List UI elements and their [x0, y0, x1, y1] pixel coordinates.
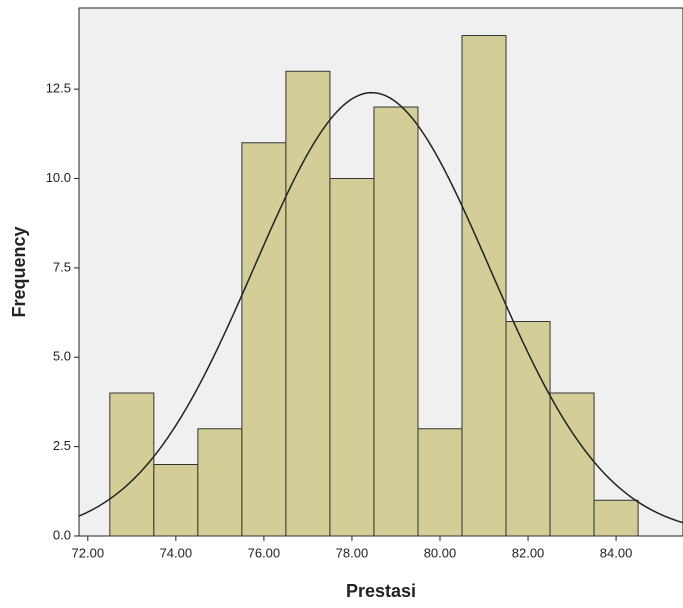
x-tick-label: 74.00: [160, 545, 193, 560]
x-tick-label: 82.00: [512, 545, 545, 560]
x-tick-label: 78.00: [336, 545, 369, 560]
bar: [153, 464, 199, 537]
y-axis-title: Frequency: [9, 226, 29, 317]
bar: [373, 106, 419, 537]
y-tick-label: 0.0: [53, 527, 71, 542]
bar: [285, 70, 331, 537]
bar: [417, 428, 463, 537]
bar: [549, 392, 595, 537]
bar: [197, 428, 243, 537]
bar: [505, 321, 551, 537]
y-tick-label: 2.5: [53, 438, 71, 453]
y-tick-label: 12.5: [46, 81, 71, 96]
x-tick-label: 84.00: [600, 545, 633, 560]
y-tick-label: 7.5: [53, 259, 71, 274]
x-axis-title: Prestasi: [346, 581, 416, 601]
bar: [241, 142, 287, 537]
bar: [461, 35, 507, 537]
x-tick-label: 76.00: [248, 545, 281, 560]
x-tick-label: 80.00: [424, 545, 457, 560]
x-tick-label: 72.00: [72, 545, 105, 560]
bar: [593, 499, 639, 537]
y-tick-label: 5.0: [53, 349, 71, 364]
normal-curve: [78, 91, 683, 524]
bar: [329, 178, 375, 537]
y-tick-label: 10.0: [46, 170, 71, 185]
